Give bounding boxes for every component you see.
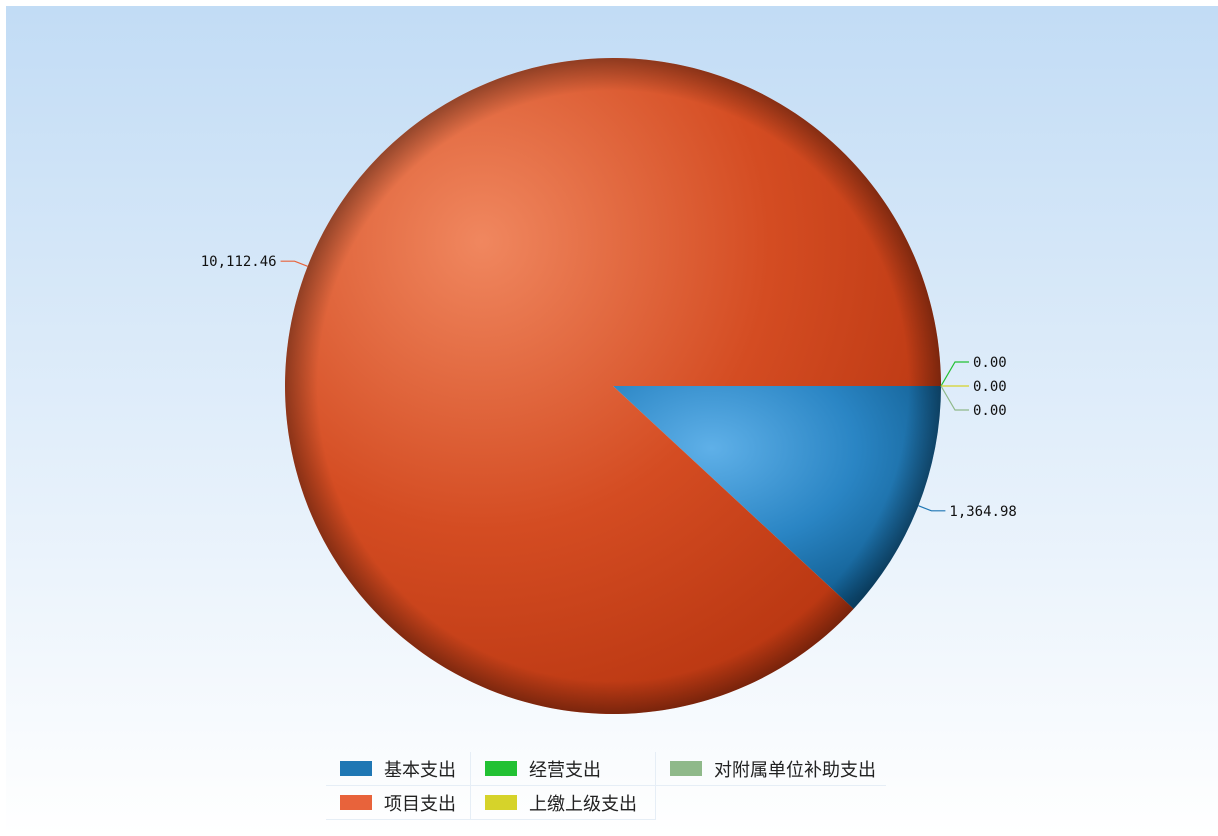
leader-line (280, 260, 308, 267)
legend-label: 项目支出 (384, 793, 456, 815)
data-label: 1,364.98 (949, 504, 1016, 520)
legend: 基本支出 经营支出 对附属单位补助支出 项目支出 上缴上级支出 (326, 752, 886, 820)
legend-swatch (340, 795, 372, 810)
legend-label: 基本支出 (384, 759, 456, 781)
legend-swatch (340, 761, 372, 776)
legend-item[interactable]: 项目支出 (326, 786, 471, 820)
legend-item[interactable]: 上缴上级支出 (471, 786, 656, 820)
pie-slice[interactable] (285, 57, 941, 715)
data-label: 0.00 (973, 355, 1007, 371)
legend-item[interactable]: 对附属单位补助支出 (656, 752, 886, 786)
legend-label: 对附属单位补助支出 (714, 759, 876, 781)
legend-swatch (670, 761, 702, 776)
legend-swatch (485, 761, 517, 776)
data-label: 0.00 (973, 403, 1007, 419)
leader-line (918, 505, 946, 512)
legend-item[interactable]: 经营支出 (471, 752, 656, 786)
data-label: 10,112.46 (201, 254, 277, 270)
legend-label: 上缴上级支出 (529, 793, 637, 815)
legend-label: 经营支出 (529, 759, 601, 781)
leader-line (940, 385, 969, 411)
data-label: 0.00 (973, 379, 1007, 395)
leader-line (940, 361, 969, 387)
legend-swatch (485, 795, 517, 810)
legend-item[interactable]: 基本支出 (326, 752, 471, 786)
